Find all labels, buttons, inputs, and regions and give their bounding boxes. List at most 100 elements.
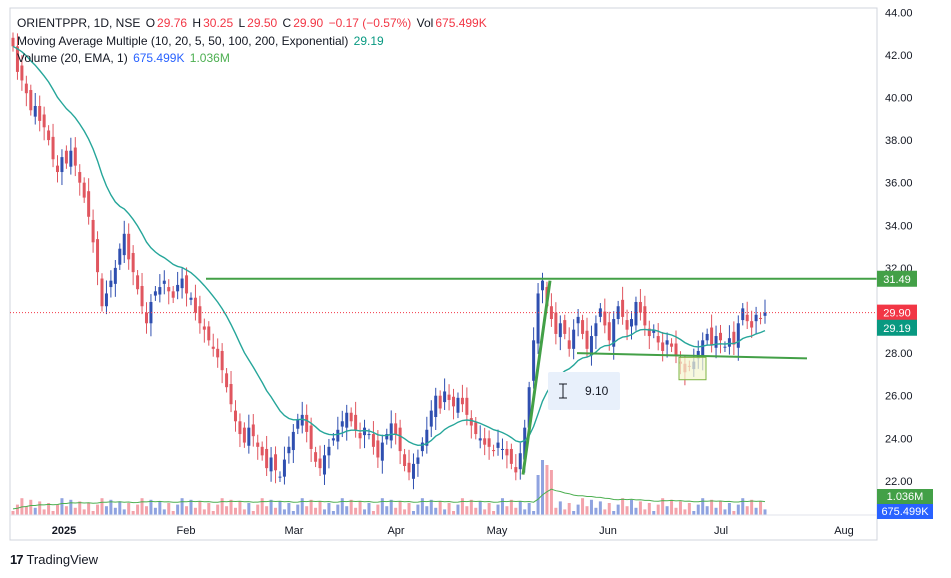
change-value: −0.17 (−0.57%) — [328, 16, 412, 30]
candle-body — [171, 291, 175, 298]
candle-body — [452, 396, 456, 407]
candle-body — [630, 319, 634, 327]
volume-bar — [340, 498, 344, 515]
candle-body — [670, 343, 674, 347]
volume-bar — [367, 503, 371, 515]
volume-bars — [11, 460, 767, 515]
volume-bar — [349, 499, 353, 515]
volume-bar — [621, 498, 625, 515]
volume-bar — [532, 511, 536, 515]
candle-body — [674, 343, 678, 356]
ma-legend[interactable]: Moving Average Multiple (10, 20, 5, 50, … — [17, 34, 386, 48]
volume-bar — [541, 460, 545, 515]
candle-body — [225, 373, 229, 388]
candle-body — [55, 165, 59, 173]
volume-bar — [78, 501, 82, 515]
candle-body — [100, 278, 104, 307]
candle-body — [104, 293, 108, 307]
candle-body — [492, 450, 496, 452]
candle-body — [64, 150, 68, 164]
volume-badge — [877, 489, 933, 504]
volume-bar — [336, 504, 340, 515]
candle-body — [549, 306, 553, 320]
candle-body — [594, 323, 598, 337]
volume-bar — [113, 507, 117, 515]
volume-bar — [256, 504, 260, 515]
candles — [11, 32, 767, 490]
volume-bar — [153, 507, 157, 515]
volume-bar — [434, 507, 438, 515]
volume-bar — [314, 507, 318, 515]
candle-body — [585, 330, 589, 349]
x-tick-label: Mar — [285, 525, 304, 537]
candle-body — [763, 312, 767, 316]
candle-body — [487, 438, 491, 447]
y-tick-label: 38.00 — [885, 135, 913, 147]
candle-body — [51, 136, 55, 160]
volume-bar — [514, 507, 518, 515]
candle-body — [242, 427, 246, 443]
volume-bar — [127, 503, 131, 515]
volume-bar — [233, 507, 237, 515]
volume-bar — [11, 511, 15, 515]
volume-bar — [202, 509, 206, 515]
candle-body — [189, 297, 193, 300]
volume-bar — [15, 504, 19, 515]
candle-body — [238, 421, 242, 435]
candle-body — [656, 336, 660, 343]
candle-body — [322, 455, 326, 475]
volume-bar — [318, 501, 322, 515]
x-tick-label: May — [487, 525, 508, 537]
volume-indicator-label[interactable]: Volume (20, EMA, 1) — [17, 51, 128, 65]
volume-bar — [670, 499, 674, 515]
volume-badge-label: 675.499K — [881, 506, 929, 518]
volume-bar — [634, 507, 638, 515]
volume-bar — [185, 506, 189, 515]
volume-bar — [376, 504, 380, 515]
volume-bar — [563, 509, 567, 515]
volume-legend[interactable]: Volume (20, EMA, 1) 675.499K 1.036M — [17, 51, 232, 65]
symbol-label[interactable]: ORIENTPPR, 1D, NSE — [17, 16, 141, 30]
plot-border — [9, 7, 878, 541]
candle-body — [563, 320, 567, 334]
candle-body — [131, 252, 135, 273]
volume-badge — [877, 504, 933, 519]
candle-body — [367, 434, 371, 436]
volume-bar — [60, 498, 64, 515]
volume-bar — [523, 509, 527, 515]
volume-bar — [260, 498, 264, 515]
volume-bar — [24, 506, 28, 515]
candle-body — [732, 331, 736, 345]
candle-body — [536, 293, 540, 344]
candle-body — [612, 319, 616, 347]
candle-body — [327, 446, 331, 456]
candle-body — [589, 336, 593, 356]
volume-bar — [225, 506, 229, 515]
candle-body — [162, 280, 166, 284]
volume-ma-line — [12, 488, 766, 510]
y-tick-label: 24.00 — [885, 433, 913, 445]
candle-body — [572, 329, 576, 349]
candle-body — [247, 427, 251, 446]
volume-bar — [278, 501, 282, 515]
price-badge-label: 31.49 — [883, 274, 911, 286]
x-tick-label: Jun — [599, 525, 617, 537]
volume-bar — [638, 501, 642, 515]
candle-body — [20, 65, 24, 81]
candle-body — [185, 275, 189, 294]
volume-bar — [598, 501, 602, 515]
volume-bar — [131, 511, 135, 515]
candle-body — [500, 448, 504, 450]
volume-bar — [603, 509, 607, 515]
ma-indicator-label[interactable]: Moving Average Multiple (10, 20, 5, 50, … — [17, 34, 349, 48]
candle-body — [167, 287, 171, 292]
candle-body — [11, 37, 15, 47]
volume-bar — [443, 509, 447, 515]
ma-indicator-value: 29.19 — [353, 34, 384, 48]
y-tick-label: 34.00 — [885, 220, 913, 232]
y-tick-label: 28.00 — [885, 348, 913, 360]
candle-body — [349, 412, 353, 422]
candle-body — [118, 248, 122, 265]
candle-body — [363, 427, 367, 436]
